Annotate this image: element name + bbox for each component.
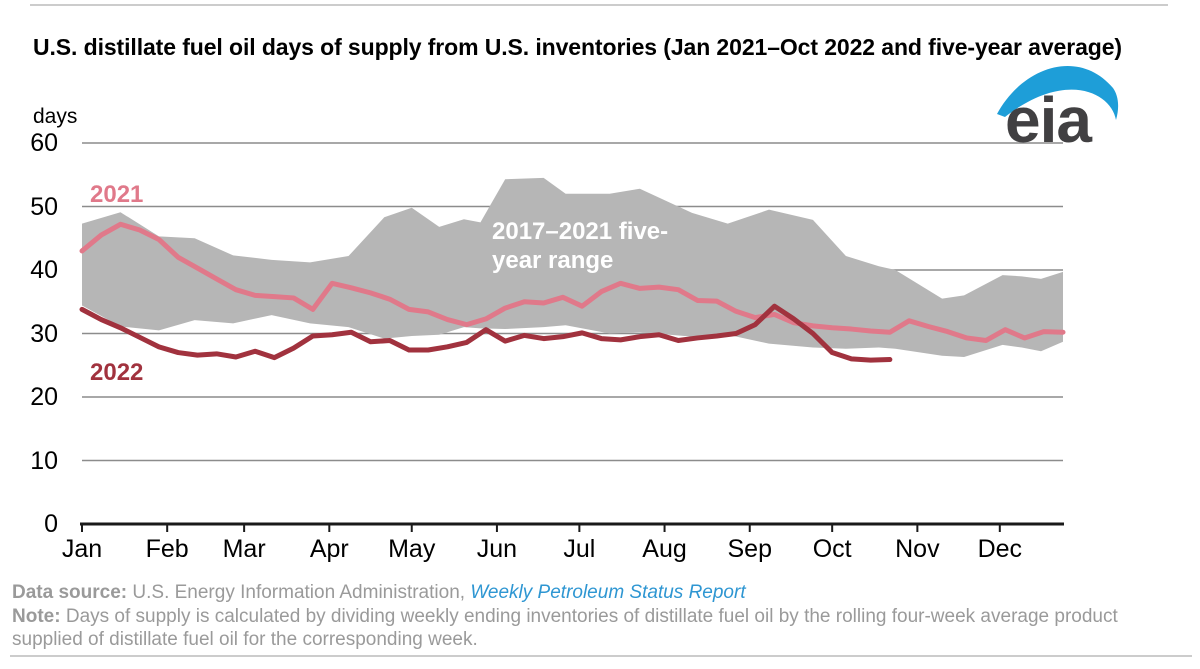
y-tick-label-50: 50 [30,192,58,221]
y-tick-label-20: 20 [30,383,58,411]
x-tick-label-Jan: Jan [61,535,103,563]
eia-logo: eia [993,56,1123,156]
x-tick-label-Sep: Sep [727,535,772,563]
x-tick-label-May: May [388,535,436,563]
y-tick-label-10: 10 [30,446,58,475]
chart-footer: Data source: U.S. Energy Information Adm… [12,581,1184,652]
x-tick-label-Nov: Nov [895,535,940,563]
series-label-2022: 2022 [90,359,144,386]
chart-title: U.S. distillate fuel oil days of supply … [33,34,1122,60]
series-line-2021 [79,221,1066,343]
y-tick-label-40: 40 [30,256,58,284]
x-tick-label-Jun: Jun [476,535,518,563]
note-line: Note: Days of supply is calculated by di… [12,605,1184,652]
eia-logo-text: eia [1005,84,1092,148]
x-tick-label-Feb: Feb [145,535,189,563]
five-year-range-band [82,177,1063,357]
five-year-range-label: 2017–2021 five-year range [492,218,669,274]
data-source-line: Data source: U.S. Energy Information Adm… [12,581,1184,605]
report-link[interactable]: Weekly Petroleum Status Report [470,582,746,603]
x-tick-label-Aug: Aug [642,535,687,563]
data-source-text: U.S. Energy Information Administration, [132,582,466,603]
top-divider [30,4,1168,6]
data-source-label: Data source: [12,582,128,603]
bottom-divider [10,655,1192,657]
y-tick-label-30: 30 [30,319,58,348]
y-tick-label-60: 60 [30,129,58,157]
y-axis-unit-label: days [33,105,78,128]
x-tick-label-Oct: Oct [812,535,852,563]
y-tick-label-0: 0 [44,510,58,538]
x-tick-label-Mar: Mar [222,535,266,563]
series-line-2022 [79,303,893,363]
x-tick-label-Jul: Jul [563,535,596,563]
note-text: Days of supply is calculated by dividing… [12,605,1118,651]
x-tick-label-Apr: Apr [309,535,349,563]
x-tick-label-Dec: Dec [977,535,1023,563]
eia-swoosh-icon [997,65,1119,120]
series-label-2021: 2021 [90,181,144,208]
note-label: Note: [12,605,61,627]
